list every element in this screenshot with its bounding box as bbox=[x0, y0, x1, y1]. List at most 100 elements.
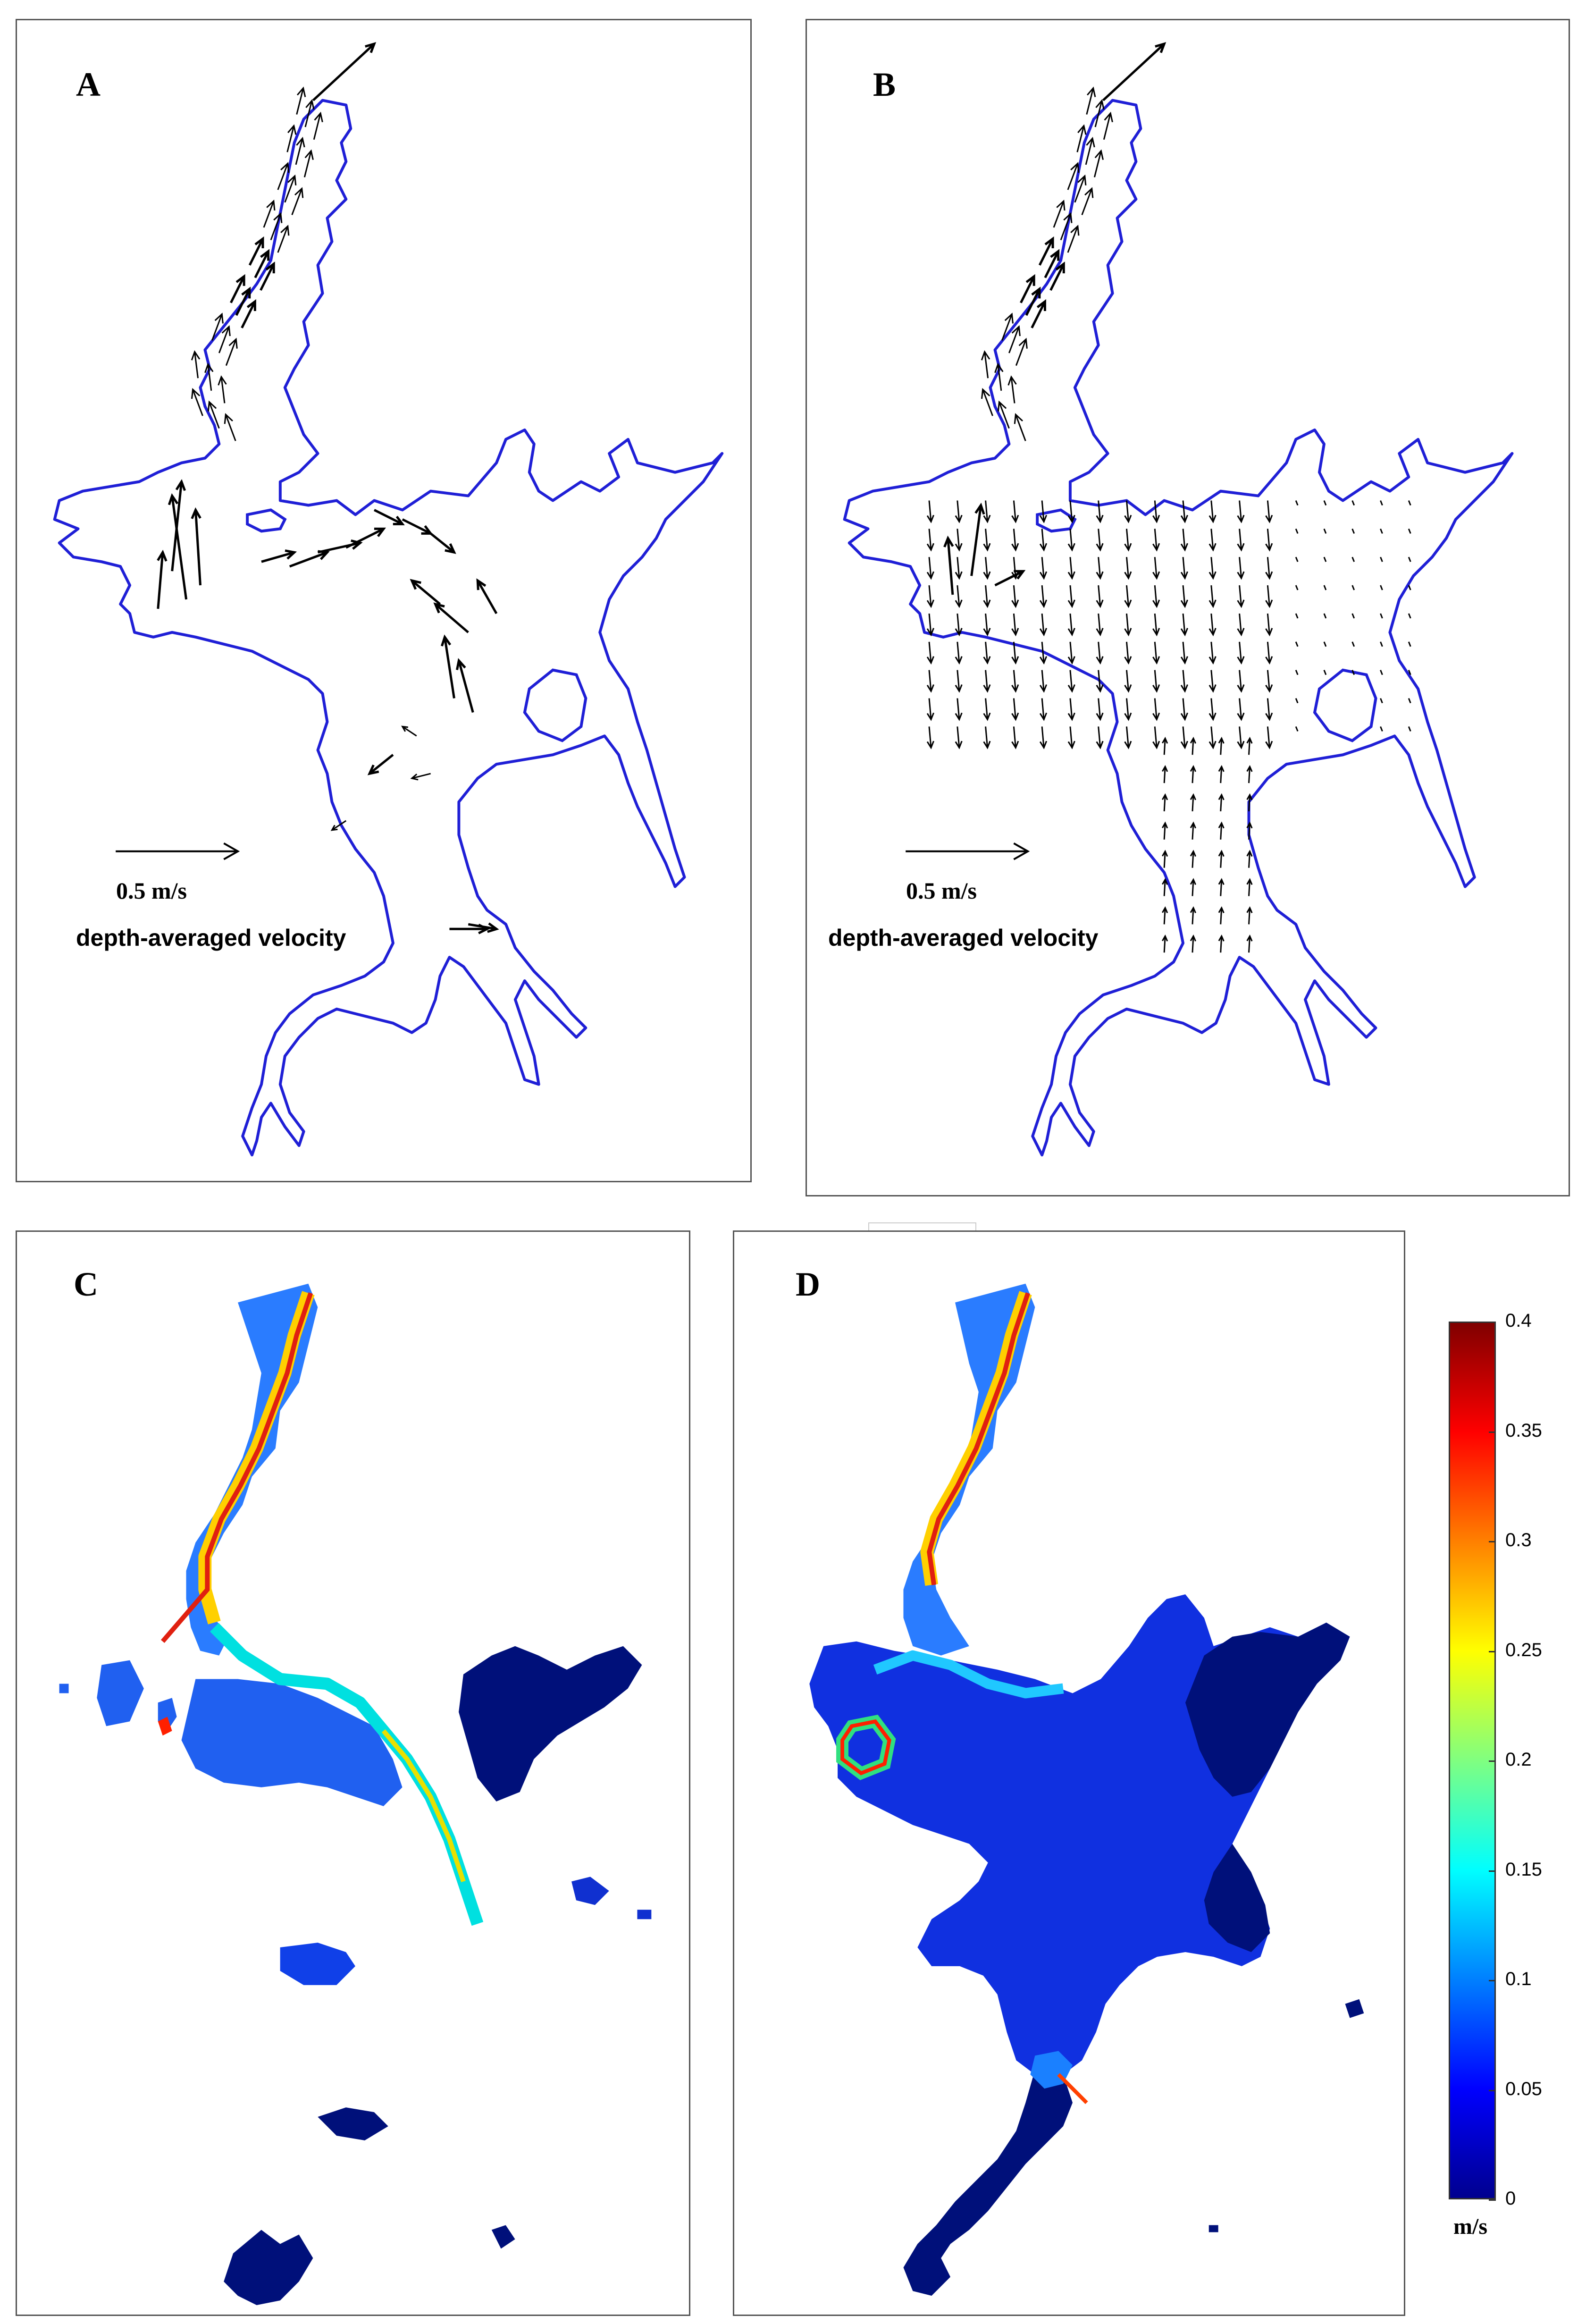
velocity-arrow-head bbox=[314, 111, 323, 123]
velocity-arrow-head bbox=[1067, 628, 1075, 637]
velocity-arrow bbox=[1408, 528, 1411, 534]
velocity-arrow bbox=[1098, 529, 1101, 550]
velocity-arrow bbox=[1192, 766, 1194, 783]
velocity-arrow-head bbox=[955, 741, 963, 749]
velocity-arrow bbox=[1076, 126, 1085, 152]
velocity-arrow bbox=[1154, 529, 1158, 550]
velocity-arrow bbox=[1067, 226, 1079, 253]
velocity-arrow bbox=[999, 402, 1010, 429]
velocity-arrow bbox=[1098, 613, 1101, 635]
velocity-arrow-head bbox=[1265, 571, 1273, 580]
velocity-arrow-head bbox=[1096, 571, 1104, 580]
velocity-arrow bbox=[1182, 641, 1186, 663]
velocity-arrow-head bbox=[1246, 906, 1253, 913]
velocity-arrow-head bbox=[1180, 684, 1188, 693]
velocity-arrow bbox=[1013, 500, 1016, 522]
velocity-arrow bbox=[1210, 698, 1214, 720]
velocity-arrow-head bbox=[994, 362, 1004, 373]
velocity-arrow-head bbox=[1208, 741, 1217, 749]
velocity-arrow bbox=[985, 670, 989, 691]
velocity-arrow-head bbox=[1208, 599, 1217, 608]
velocity-arrow-head bbox=[1011, 325, 1021, 337]
velocity-arrow bbox=[1220, 738, 1223, 755]
velocity-arrow-head bbox=[1237, 514, 1245, 523]
velocity-arrow bbox=[928, 529, 932, 550]
velocity-arrow-head bbox=[410, 773, 419, 781]
colorbar-tick-mark bbox=[1489, 1760, 1496, 1762]
velocity-arrow-head bbox=[1104, 111, 1113, 123]
velocity-arrow-head bbox=[1208, 656, 1217, 665]
velocity-arrow-head bbox=[1180, 628, 1188, 637]
velocity-arrow bbox=[1182, 585, 1186, 607]
velocity-arrow-head bbox=[1011, 656, 1019, 665]
velocity-arrow bbox=[1163, 851, 1166, 868]
velocity-arrow-head bbox=[974, 502, 985, 515]
velocity-arrow-head bbox=[330, 825, 338, 831]
velocity-arrow-head bbox=[926, 712, 934, 721]
velocity-arrow bbox=[1025, 288, 1041, 316]
velocity-arrow-head bbox=[955, 514, 963, 523]
velocity-arrow bbox=[1010, 377, 1015, 404]
velocity-arrow-head bbox=[1237, 571, 1245, 580]
panel-a: A 0.5 m/s depth-averaged velocity bbox=[16, 19, 752, 1182]
velocity-arrow-head bbox=[241, 286, 251, 299]
east-islet-d bbox=[1208, 1999, 1364, 2232]
velocity-arrow bbox=[1008, 326, 1020, 354]
velocity-arrow-head bbox=[1190, 850, 1196, 857]
velocity-arrow bbox=[1351, 613, 1355, 619]
velocity-heatmap-c bbox=[59, 1283, 652, 2306]
velocity-arrow-head bbox=[1124, 514, 1132, 523]
velocity-arrow bbox=[1380, 670, 1383, 675]
river-core-red-d bbox=[927, 1292, 1031, 1585]
velocity-arrow-head bbox=[1094, 149, 1104, 160]
velocity-arrow-head bbox=[1218, 821, 1225, 829]
velocity-arrow bbox=[1220, 794, 1223, 812]
velocity-arrow bbox=[209, 402, 220, 429]
velocity-arrow-head bbox=[1011, 712, 1019, 721]
mid-core-yellow-c bbox=[381, 1729, 466, 1882]
velocity-arrow bbox=[1380, 528, 1383, 534]
colorbar-tick-label: 0 bbox=[1505, 2188, 1516, 2209]
velocity-arrow-head bbox=[1237, 684, 1245, 693]
velocity-arrow bbox=[1239, 557, 1242, 579]
velocity-arrow-head bbox=[1190, 736, 1196, 744]
velocity-arrow bbox=[1267, 613, 1270, 635]
velocity-arrow bbox=[1192, 879, 1194, 896]
velocity-arrow bbox=[1182, 557, 1186, 579]
river-core-red-c bbox=[160, 1292, 313, 1643]
velocity-arrow bbox=[1086, 88, 1094, 115]
velocity-arrow bbox=[1125, 557, 1129, 579]
velocity-arrow bbox=[1408, 556, 1411, 562]
velocity-arrow bbox=[1210, 557, 1214, 579]
velocity-arrow bbox=[194, 510, 201, 586]
colorbar-tick-label: 0.1 bbox=[1505, 1969, 1532, 1989]
velocity-arrow bbox=[1239, 529, 1242, 550]
velocity-arrow bbox=[345, 528, 385, 549]
velocity-arrow bbox=[261, 551, 295, 563]
velocity-arrow-head bbox=[983, 514, 991, 523]
velocity-arrow bbox=[1210, 500, 1214, 522]
velocity-arrow bbox=[1041, 613, 1045, 635]
velocity-arrow bbox=[1053, 201, 1065, 228]
velocity-arrow bbox=[207, 364, 212, 391]
velocity-arrow bbox=[1267, 698, 1270, 720]
velocity-arrow bbox=[997, 364, 1002, 391]
velocity-arrow bbox=[1192, 936, 1194, 953]
velocity-arrow-head bbox=[1039, 571, 1048, 580]
south-patch-c bbox=[280, 1943, 355, 1985]
velocity-arrow bbox=[1015, 339, 1027, 366]
velocity-arrow bbox=[1295, 500, 1299, 506]
velocity-arrow bbox=[260, 263, 275, 291]
velocity-arrow-head bbox=[191, 350, 201, 361]
panel-letter-d: D bbox=[796, 1265, 820, 1303]
velocity-arrow bbox=[1013, 670, 1016, 691]
velocity-arrow-head bbox=[1152, 656, 1160, 665]
colorbar-tick-mark bbox=[1489, 1650, 1496, 1652]
velocity-arrow bbox=[1154, 670, 1158, 691]
velocity-arrow-head bbox=[955, 599, 963, 608]
velocity-arrow-head bbox=[1265, 543, 1273, 552]
velocity-arrow-head bbox=[1162, 736, 1168, 744]
velocity-arrow bbox=[1154, 641, 1158, 663]
velocity-arrow bbox=[1408, 726, 1411, 732]
velocity-arrow bbox=[985, 500, 989, 522]
